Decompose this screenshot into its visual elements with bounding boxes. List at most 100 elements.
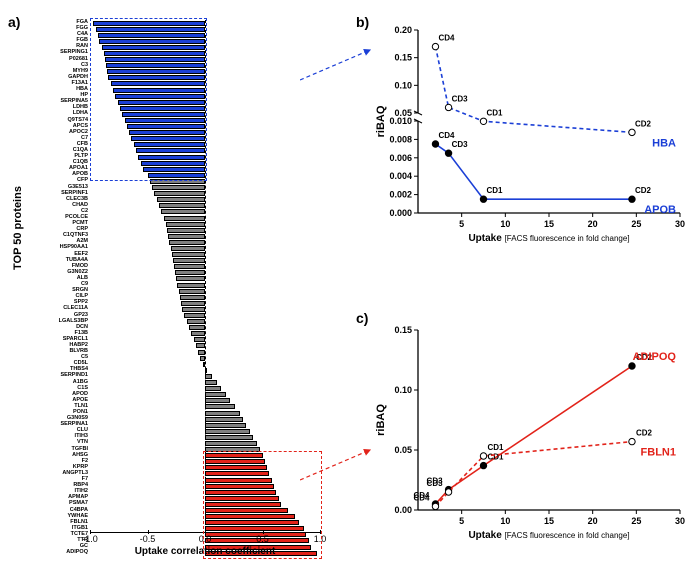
figure: a) TOP 50 proteins FGAFGGC4AFGBRANSERPIN… — [0, 0, 698, 583]
protein-label: F13A1 — [71, 80, 88, 86]
protein-label: F13B — [75, 330, 88, 336]
svg-text:15: 15 — [544, 219, 554, 229]
bar — [203, 362, 205, 367]
svg-text:HBA: HBA — [652, 137, 676, 149]
protein-label: C1S — [77, 385, 88, 391]
protein-label: FGA — [76, 19, 88, 25]
protein-label: LDHB — [73, 104, 88, 110]
svg-text:riBAQ: riBAQ — [375, 404, 387, 436]
protein-label: F2 — [82, 458, 88, 464]
protein-label: CFB — [77, 141, 88, 147]
protein-label: ITIH2 — [75, 488, 88, 494]
protein-label: TGFBI — [72, 446, 89, 452]
protein-label: HABP2 — [69, 342, 88, 348]
bar — [164, 216, 205, 221]
bar — [159, 203, 205, 208]
protein-label: SERPINF1 — [61, 190, 88, 196]
bar — [180, 295, 205, 300]
protein-label: PLTP — [74, 153, 88, 159]
svg-text:0.15: 0.15 — [394, 325, 412, 335]
protein-label: ALB — [77, 275, 88, 281]
protein-label: CFP — [77, 177, 88, 183]
bar — [205, 398, 230, 403]
bar — [205, 411, 240, 416]
panel-b-label: b) — [356, 14, 369, 30]
svg-text:20: 20 — [588, 219, 598, 229]
bar — [157, 197, 205, 202]
protein-label: BLVRB — [69, 348, 88, 354]
protein-label: PCOLCE — [65, 214, 88, 220]
bar — [176, 276, 205, 281]
bar — [205, 386, 221, 391]
protein-label: HSP90AA1 — [60, 244, 88, 250]
svg-text:CD3: CD3 — [452, 140, 469, 149]
protein-label: YWHAE — [68, 513, 88, 519]
svg-text:10: 10 — [500, 516, 510, 526]
svg-text:0.20: 0.20 — [394, 25, 412, 35]
protein-label: C5 — [81, 354, 88, 360]
protein-label: VTN — [77, 439, 88, 445]
svg-text:FBLN1: FBLN1 — [641, 447, 676, 459]
xtick: -0.5 — [140, 534, 156, 544]
protein-label: PSMA7 — [69, 500, 88, 506]
panel-c-chart: 0.000.050.100.1551015202530riBAQUptake [… — [370, 315, 690, 545]
protein-label: C1QTNF3 — [63, 232, 88, 238]
svg-text:CD2: CD2 — [636, 429, 653, 438]
bar — [169, 240, 205, 245]
protein-label: GP23 — [74, 312, 88, 318]
svg-text:CD3: CD3 — [452, 94, 469, 103]
protein-label: SERPIND1 — [60, 372, 88, 378]
protein-label: C3 — [81, 62, 88, 68]
svg-text:25: 25 — [631, 516, 641, 526]
bar — [200, 356, 205, 361]
svg-text:5: 5 — [459, 219, 464, 229]
bar — [189, 325, 205, 330]
bar — [205, 429, 250, 434]
protein-label: KPRP — [73, 464, 88, 470]
svg-text:5: 5 — [459, 516, 464, 526]
panel-a: TOP 50 proteins FGAFGGC4AFGBRANSERPING1P… — [20, 10, 320, 550]
bar — [205, 374, 212, 379]
protein-label: ANGPTL3 — [62, 470, 88, 476]
bar — [152, 185, 205, 190]
protein-label: CILP — [75, 293, 88, 299]
svg-text:CD1: CD1 — [488, 443, 505, 452]
bar — [161, 209, 205, 214]
protein-label: ITGB1 — [72, 525, 88, 531]
svg-text:30: 30 — [675, 516, 685, 526]
protein-label: A2M — [76, 238, 88, 244]
protein-label: SERPING1 — [60, 49, 88, 55]
bar — [154, 191, 205, 196]
protein-label: CRP — [76, 226, 88, 232]
svg-text:CD2: CD2 — [635, 119, 652, 128]
protein-label: C1QA — [73, 147, 88, 153]
protein-label: PCMT — [72, 220, 88, 226]
bar — [173, 258, 205, 263]
bar — [194, 337, 206, 342]
protein-label: DCN — [76, 324, 88, 330]
bar — [205, 404, 235, 409]
protein-label: CHAD — [72, 202, 88, 208]
blue-group-box — [90, 18, 207, 181]
bar — [175, 270, 205, 275]
bar — [168, 234, 205, 239]
protein-label: TUBA4A — [66, 257, 88, 263]
protein-label: CLU — [77, 427, 88, 433]
protein-label: A1BG — [73, 379, 88, 385]
protein-label: SRGN — [72, 287, 88, 293]
protein-label: SPP2 — [74, 299, 88, 305]
protein-label: Q9TS74 — [68, 117, 88, 123]
protein-label: MYH9 — [73, 68, 88, 74]
protein-label: GAPDH — [68, 74, 88, 80]
svg-text:CD3: CD3 — [427, 479, 444, 488]
svg-text:0.002: 0.002 — [389, 190, 412, 200]
protein-label: FMOD — [72, 263, 88, 269]
protein-label: CLEC11A — [63, 305, 88, 311]
svg-text:20: 20 — [588, 516, 598, 526]
svg-text:0.004: 0.004 — [389, 171, 412, 181]
bar — [198, 350, 205, 355]
bar — [205, 441, 257, 446]
protein-label: APOE — [72, 397, 88, 403]
bar — [179, 289, 205, 294]
svg-text:0.008: 0.008 — [389, 134, 412, 144]
